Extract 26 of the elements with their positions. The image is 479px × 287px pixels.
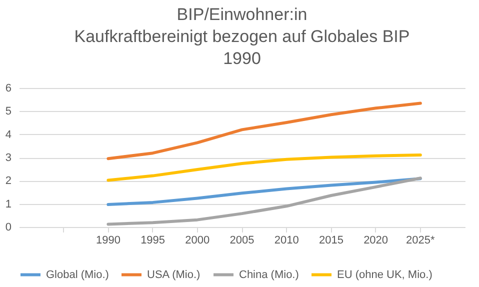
y-tick-label: 1 — [5, 198, 12, 210]
line-series — [106, 176, 422, 226]
line-series — [106, 153, 422, 182]
legend-label: USA (Mio.) — [147, 268, 200, 281]
x-tick-label: 2025* — [406, 234, 436, 246]
x-tick-label: 2010 — [274, 234, 299, 246]
y-tick-label: 5 — [5, 106, 12, 118]
x-tick-label: 2005 — [230, 234, 254, 246]
y-tick-label: 0 — [5, 222, 12, 234]
legend-label: China (Mio.) — [239, 268, 299, 281]
line-series — [106, 177, 422, 206]
y-tick-label: 4 — [5, 128, 12, 141]
y-tick-label: 2 — [5, 175, 12, 188]
x-tick-label: 1995 — [140, 234, 166, 246]
legend-label: Global (Mio.) — [46, 268, 109, 281]
y-tick-label: 6 — [5, 82, 12, 94]
text: BIP/Einwohner:in — [176, 5, 308, 24]
category-label: 1990 — [223, 49, 261, 68]
text: Kaufkraftbereinigt bezogen auf Globales BIP — [74, 27, 410, 46]
y-tick-label: 3 — [5, 152, 12, 164]
legend-label: EU (ohne UK, Mio.) — [337, 268, 432, 281]
x-tick-label: 2000 — [185, 234, 210, 246]
line-series — [106, 102, 422, 160]
x-tick-label: 2015 — [318, 234, 344, 246]
x-tick-label: 1990 — [96, 234, 120, 246]
x-tick-label: 2020 — [364, 234, 388, 246]
